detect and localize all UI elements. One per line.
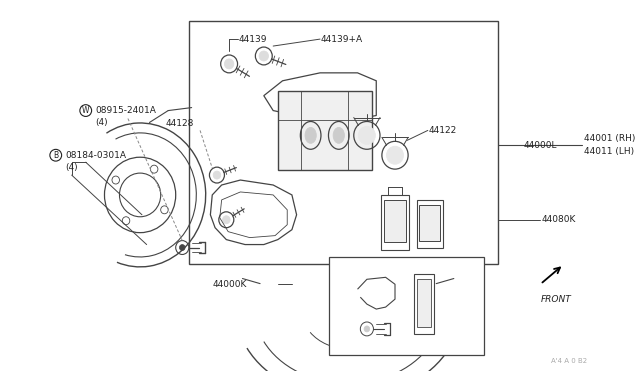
Bar bbox=[417, 200, 443, 247]
Text: W: W bbox=[82, 106, 90, 115]
Circle shape bbox=[259, 51, 269, 61]
Text: 44128: 44128 bbox=[165, 119, 193, 128]
Text: 44000K: 44000K bbox=[212, 280, 246, 289]
Bar bbox=[419, 205, 440, 241]
Ellipse shape bbox=[333, 128, 344, 143]
Circle shape bbox=[364, 326, 370, 332]
Bar bbox=[330, 257, 484, 355]
Text: 44001 (RH): 44001 (RH) bbox=[584, 134, 636, 143]
Bar bbox=[189, 21, 498, 264]
Text: 44139: 44139 bbox=[239, 35, 267, 44]
Bar bbox=[381, 195, 409, 250]
Text: (4): (4) bbox=[95, 118, 108, 127]
Circle shape bbox=[225, 59, 234, 69]
Text: A'4 A 0 B2: A'4 A 0 B2 bbox=[551, 357, 587, 364]
Bar bbox=[413, 274, 435, 334]
Text: 44139+A: 44139+A bbox=[321, 35, 363, 44]
Bar bbox=[417, 279, 431, 327]
Circle shape bbox=[223, 216, 230, 224]
Text: 08184-0301A: 08184-0301A bbox=[65, 151, 126, 160]
Circle shape bbox=[179, 244, 185, 250]
Bar bbox=[278, 91, 372, 170]
Ellipse shape bbox=[305, 128, 316, 143]
Ellipse shape bbox=[387, 146, 403, 164]
Ellipse shape bbox=[358, 126, 375, 144]
Text: 44080K: 44080K bbox=[541, 215, 575, 224]
Circle shape bbox=[213, 171, 221, 179]
Text: B: B bbox=[53, 151, 58, 160]
Text: 44000L: 44000L bbox=[524, 141, 557, 150]
Text: FRONT: FRONT bbox=[540, 295, 571, 304]
Text: 08915-2401A: 08915-2401A bbox=[95, 106, 156, 115]
Text: 44122: 44122 bbox=[429, 126, 457, 135]
Text: 44011 (LH): 44011 (LH) bbox=[584, 147, 634, 156]
Bar bbox=[384, 200, 406, 241]
Text: (4): (4) bbox=[65, 163, 77, 171]
